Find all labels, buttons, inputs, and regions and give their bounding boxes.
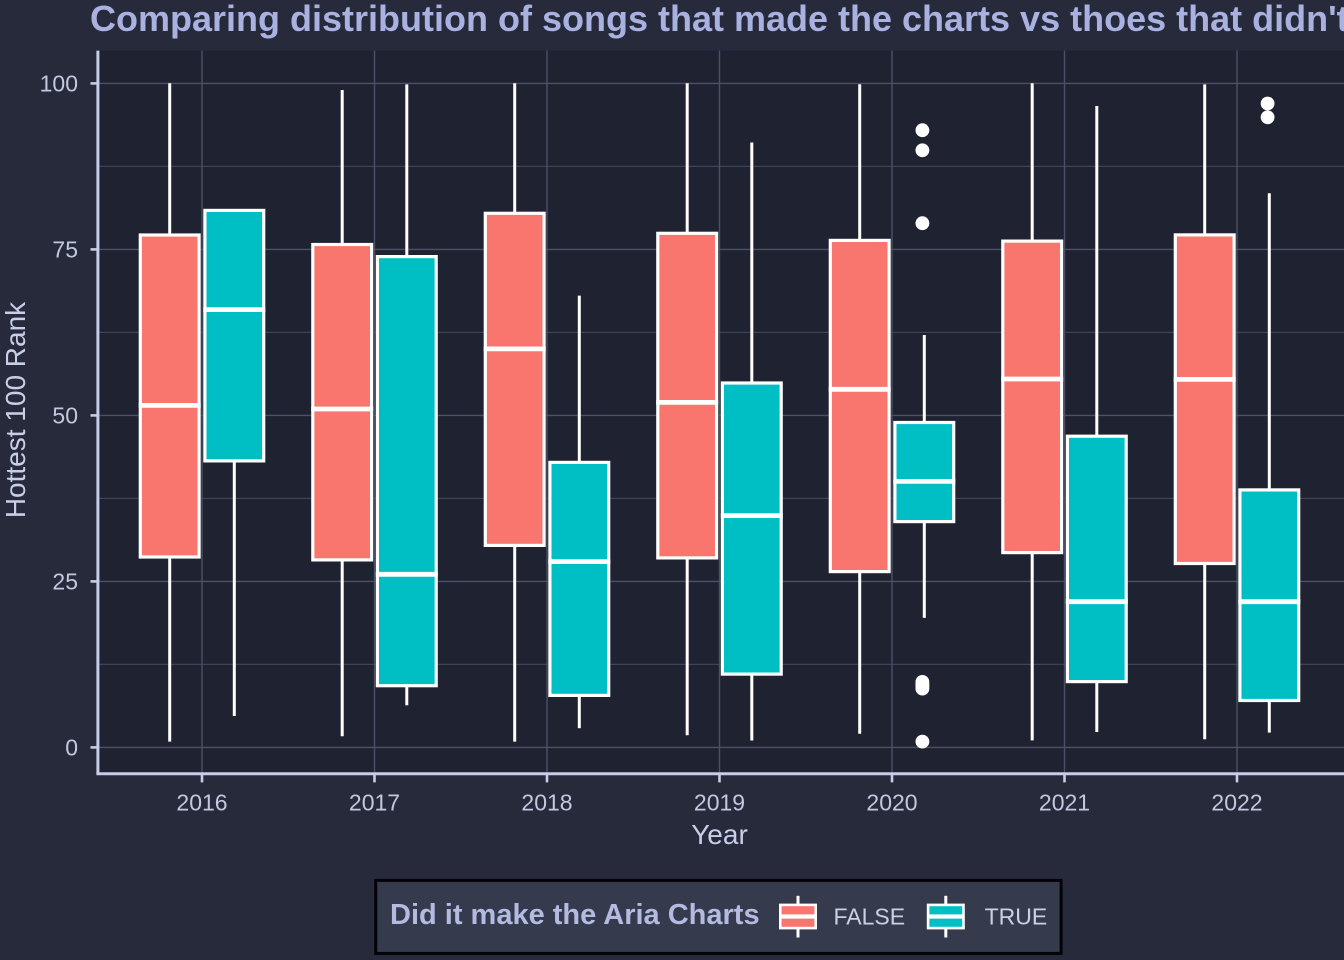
svg-text:75: 75: [52, 236, 78, 262]
svg-text:Hottest 100 Rank: Hottest 100 Rank: [0, 301, 31, 518]
svg-text:Did it make the Aria Charts: Did it make the Aria Charts: [390, 899, 760, 931]
svg-text:2019: 2019: [694, 790, 745, 816]
svg-text:2018: 2018: [521, 790, 572, 816]
svg-text:2016: 2016: [176, 790, 227, 816]
svg-text:Comparing distribution of song: Comparing distribution of songs that mad…: [90, 0, 1344, 39]
svg-text:2017: 2017: [349, 790, 400, 816]
svg-text:25: 25: [52, 568, 78, 594]
svg-text:100: 100: [40, 70, 78, 96]
svg-text:50: 50: [52, 402, 78, 428]
svg-text:2021: 2021: [1039, 790, 1090, 816]
svg-text:2022: 2022: [1211, 790, 1262, 816]
svg-text:2020: 2020: [866, 790, 917, 816]
svg-text:Year: Year: [691, 819, 748, 850]
svg-text:0: 0: [65, 734, 78, 760]
svg-text:TRUE: TRUE: [985, 904, 1048, 930]
svg-text:FALSE: FALSE: [834, 904, 906, 930]
